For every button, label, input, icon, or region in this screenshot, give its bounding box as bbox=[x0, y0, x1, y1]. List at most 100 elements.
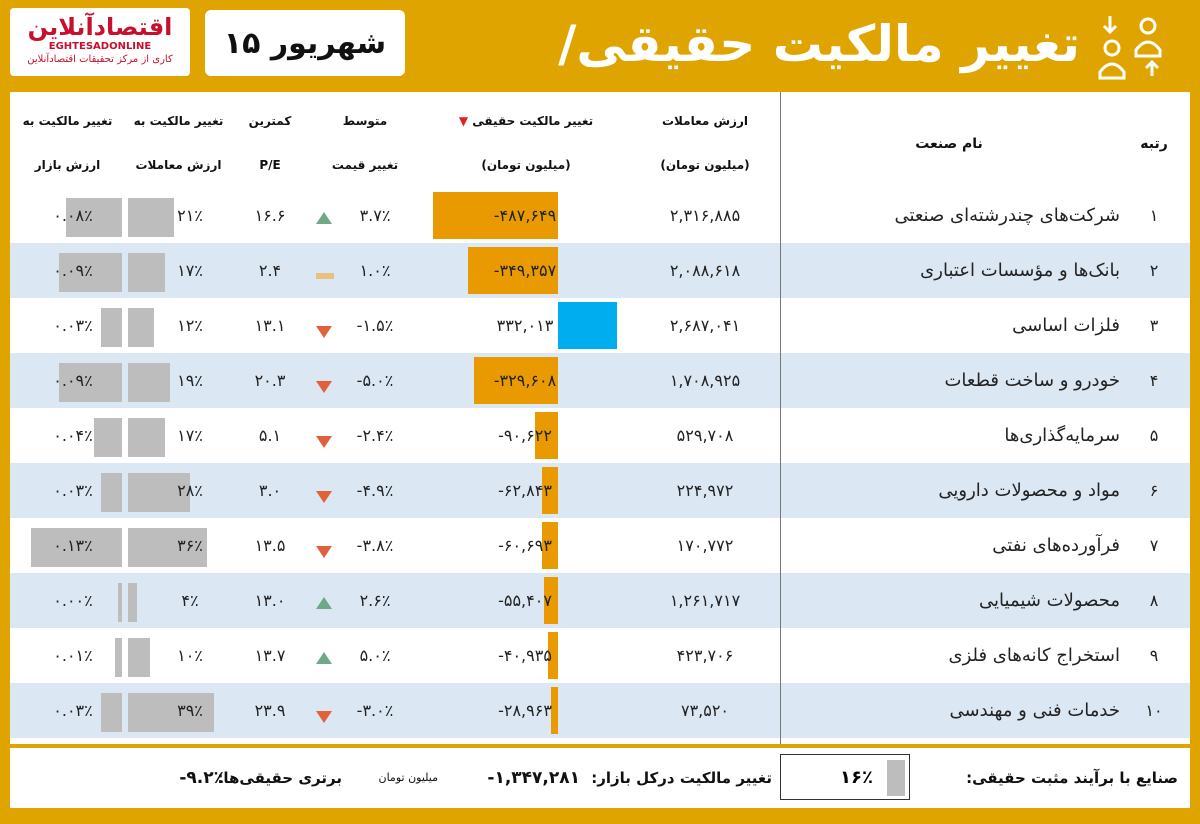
price-down-icon bbox=[316, 436, 332, 448]
trade-value-cell: ۴۲۳,۷۰۶ bbox=[676, 646, 734, 665]
sort-desc-icon[interactable]: ▼ bbox=[458, 114, 469, 128]
to-mcap-bar bbox=[101, 473, 122, 512]
summary-footer: صنایع با برآیند مثبت حقیقی: ۱۶٪ تغییر ما… bbox=[10, 748, 1190, 808]
industry-name-cell: استخراج کانه‌های فلزی bbox=[948, 645, 1121, 666]
to-mcap-cell: ۰.۰۴٪ bbox=[53, 426, 93, 445]
to-mcap-cell: ۰.۰۱٪ bbox=[53, 646, 93, 665]
col-header-to-trade: تغییر مالکیت به ارزش معاملات bbox=[133, 114, 224, 172]
trade-value-cell: ۲,۰۸۸,۶۱۸ bbox=[669, 261, 741, 280]
page-title: تغییر مالکیت حقیقی/حقوقی bbox=[558, 15, 1080, 153]
real-change-cell: -۲۸,۹۶۳ bbox=[498, 701, 552, 720]
to-trade-cell: ۱۰٪ bbox=[177, 646, 203, 665]
to-trade-bar bbox=[128, 473, 190, 512]
industry-name-cell: محصولات شیمیایی bbox=[979, 590, 1120, 611]
real-change-cell: -۳۲۹,۶۰۸ bbox=[493, 371, 557, 390]
real-change-cell: ۳۳۲,۰۱۳ bbox=[496, 316, 554, 335]
real-dominance-value: -۹.۲٪ bbox=[179, 768, 224, 788]
pe-cell: ۲۳.۹ bbox=[254, 701, 286, 720]
col-header-price-change: متوسط تغییر قیمت bbox=[331, 114, 399, 172]
to-mcap-bar bbox=[101, 308, 122, 347]
to-trade-bar bbox=[128, 198, 175, 237]
to-mcap-bar bbox=[59, 253, 122, 292]
industry-name-cell: شرکت‌های چندرشته‌ای صنعتی bbox=[894, 205, 1120, 226]
real-change-bar bbox=[468, 247, 558, 294]
positive-industries-value: ۱۶٪ bbox=[840, 767, 873, 788]
pe-cell: ۳.۰ bbox=[258, 481, 282, 500]
pe-cell: ۱۳.۷ bbox=[254, 646, 286, 665]
people-exchange-icon bbox=[1098, 16, 1162, 80]
pe-cell: ۱۳.۰ bbox=[254, 591, 286, 610]
rank-cell: ۴ bbox=[1149, 371, 1159, 390]
col-header-rank: رتبه bbox=[1140, 136, 1168, 152]
pe-cell: ۱۳.۱ bbox=[254, 316, 286, 335]
to-mcap-cell: ۰.۰۰٪ bbox=[53, 591, 93, 610]
pe-cell: ۱۶.۶ bbox=[254, 206, 286, 225]
rank-cell: ۶ bbox=[1149, 481, 1159, 500]
price-change-cell: ۲.۶٪ bbox=[359, 591, 391, 610]
price-down-icon bbox=[316, 326, 332, 338]
to-trade-cell: ۲۱٪ bbox=[177, 206, 203, 225]
to-mcap-bar bbox=[115, 638, 122, 677]
col-header-real-change[interactable]: تغییر مالکیت حقیقی ▼ (میلیون تومان) bbox=[458, 114, 594, 172]
to-trade-cell: ۱۹٪ bbox=[177, 371, 203, 390]
trade-value-cell: ۱,۲۶۱,۷۱۷ bbox=[669, 591, 741, 610]
real-change-bar bbox=[541, 467, 558, 514]
price-change-cell: -۴.۹٪ bbox=[356, 481, 394, 500]
to-trade-cell: ۱۷٪ bbox=[177, 261, 203, 280]
real-dominance-label: برتری حقیقی‌ها: bbox=[217, 769, 342, 787]
rank-cell: ۹ bbox=[1149, 646, 1159, 665]
rank-cell: ۱۰ bbox=[1145, 701, 1163, 720]
to-trade-bar bbox=[128, 638, 150, 677]
rank-cell: ۷ bbox=[1149, 536, 1159, 555]
real-change-bar bbox=[473, 357, 558, 404]
price-change-cell: -۱.۵٪ bbox=[356, 316, 394, 335]
price-change-cell: ۳.۷٪ bbox=[359, 206, 391, 225]
header: اقتصادآنلاین EGHTESADONLINE کاری از مرکز… bbox=[0, 0, 1200, 153]
to-trade-bar bbox=[128, 363, 170, 402]
col-header-industry: نام صنعت bbox=[915, 136, 983, 152]
to-mcap-bar bbox=[31, 528, 122, 567]
to-mcap-cell: ۰.۰۳٪ bbox=[53, 481, 93, 500]
to-mcap-cell: ۰.۰۸٪ bbox=[53, 206, 93, 225]
brand-logo: اقتصادآنلاین EGHTESADONLINE کاری از مرکز… bbox=[10, 8, 190, 76]
to-trade-cell: ۲۸٪ bbox=[177, 481, 203, 500]
pe-cell: ۲.۴ bbox=[258, 261, 282, 280]
to-trade-bar bbox=[128, 583, 137, 622]
rank-cell: ۸ bbox=[1149, 591, 1159, 610]
to-trade-bar bbox=[128, 418, 166, 457]
industry-table: ۱ شرکت‌های چندرشته‌ای صنعتی ۲,۳۱۶,۸۸۵ -۴۸۷,… bbox=[10, 92, 1190, 744]
positive-share-bar bbox=[887, 760, 905, 796]
to-mcap-bar bbox=[94, 418, 122, 457]
to-trade-cell: ۳۹٪ bbox=[177, 701, 203, 720]
industry-name-cell: بانک‌ها و مؤسسات اعتباری bbox=[920, 260, 1120, 281]
industry-name-cell: خدمات فنی و مهندسی bbox=[949, 700, 1120, 721]
price-change-cell: -۳.۸٪ bbox=[356, 536, 394, 555]
price-down-icon bbox=[316, 381, 332, 393]
price-flat-icon bbox=[316, 273, 334, 279]
real-change-bar bbox=[543, 577, 558, 624]
real-change-cell: -۹۰,۶۲۲ bbox=[498, 426, 552, 445]
real-change-cell: -۶۰,۶۹۳ bbox=[498, 536, 552, 555]
real-change-cell: -۳۴۹,۳۵۷ bbox=[493, 261, 557, 280]
price-down-icon bbox=[316, 491, 332, 503]
real-change-bar bbox=[550, 687, 558, 734]
price-change-cell: -۲.۴٪ bbox=[356, 426, 394, 445]
industry-name-cell: سرمایه‌گذاری‌ها bbox=[1004, 425, 1120, 446]
to-mcap-cell: ۰.۰۹٪ bbox=[53, 261, 93, 280]
trade-value-cell: ۱,۷۰۸,۹۲۵ bbox=[669, 371, 741, 390]
logo-latin-name: EGHTESADONLINE bbox=[48, 41, 152, 52]
market-change-unit: میلیون تومان bbox=[378, 771, 439, 784]
table-row: ۸ محصولات شیمیایی ۱,۲۶۱,۷۱۷ -۵۵,۴۰۷ ۲.۶٪ ۱۳.۰… bbox=[10, 573, 1190, 628]
real-change-cell: -۴۰,۹۳۵ bbox=[498, 646, 552, 665]
industry-name-cell: مواد و محصولات دارویی bbox=[938, 480, 1120, 501]
col-header-to-mcap: تغییر مالکیت به ارزش بازار bbox=[22, 114, 113, 172]
table-row: ۳ فلزات اساسی ۲,۶۸۷,۰۴۱ ۳۳۲,۰۱۳ -۱.۵٪ ۱۳.۱ ۱۲٪… bbox=[10, 298, 1190, 353]
real-change-bar bbox=[547, 632, 558, 679]
price-down-icon bbox=[316, 711, 332, 723]
table-row: ۶ مواد و محصولات دارویی ۲۲۴,۹۷۲ -۶۲,۸۴۳ -۴.۹… bbox=[10, 463, 1190, 518]
table-row: ۲ بانک‌ها و مؤسسات اعتباری ۲,۰۸۸,۶۱۸ -۳۴۹,۳… bbox=[10, 243, 1190, 298]
to-mcap-cell: ۰.۰۳٪ bbox=[53, 701, 93, 720]
to-trade-bar bbox=[128, 528, 208, 567]
logo-tagline: کاری از مرکز تحقیقات اقتصادآنلاین bbox=[27, 54, 173, 65]
real-change-bar bbox=[542, 522, 558, 569]
